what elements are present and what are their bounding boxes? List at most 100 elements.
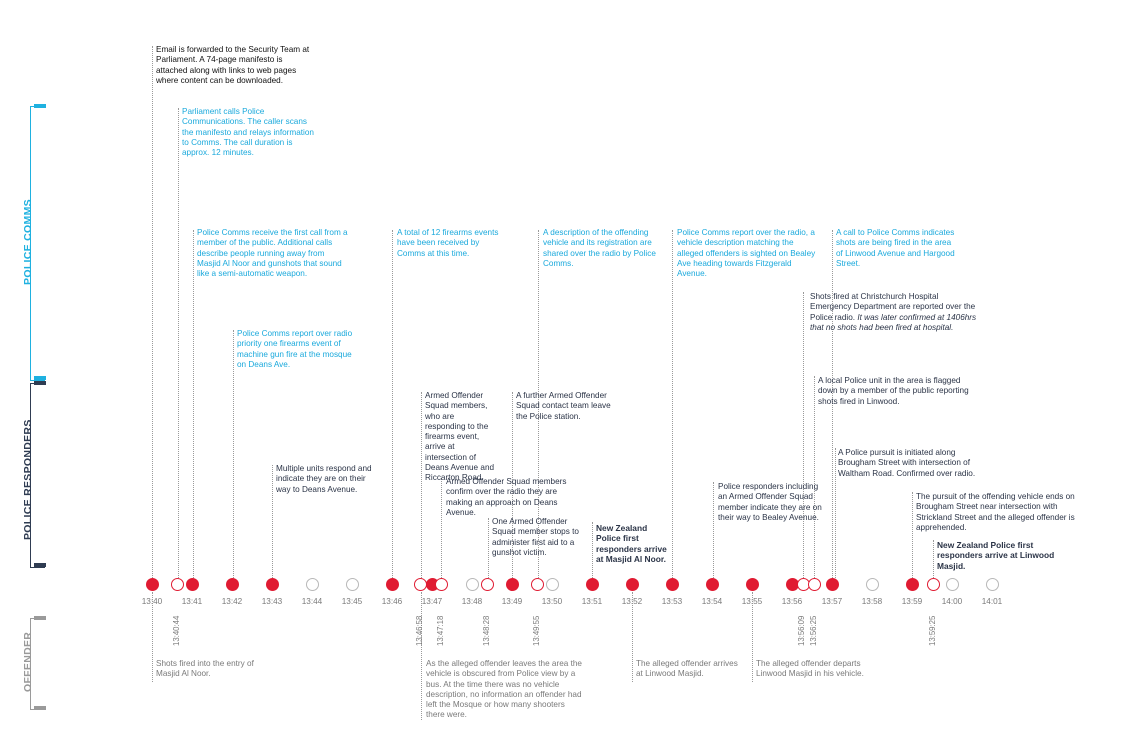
time-label: 13:56 — [781, 597, 803, 606]
leader-vehicle-desc — [538, 230, 539, 578]
leader-on-way-bealey — [713, 482, 714, 578]
leader-aos-team — [512, 392, 513, 578]
time-label-vertical: 13:59:25 — [928, 615, 937, 646]
leader-first-call — [193, 230, 194, 578]
time-label: 13:49 — [501, 597, 523, 606]
marker-1401 — [986, 578, 999, 591]
leader-arrives-linwood — [632, 592, 633, 682]
event-first-call: Police Comms receive the first call from… — [197, 228, 348, 279]
time-label: 13:41 — [181, 597, 203, 606]
marker-1358 — [866, 578, 879, 591]
time-label: 13:48 — [461, 597, 483, 606]
leader-first-responders-linwood — [933, 540, 934, 578]
event-aos-arrive: Armed Offender Squad members, who are re… — [425, 391, 495, 483]
event-call-linwood: A call to Police Comms indicates shots a… — [836, 228, 955, 268]
lane-label-police-responders: POLICE RESPONDERS — [22, 419, 34, 540]
event-pursuit-initiated: A Police pursuit is initiated along Brou… — [838, 448, 976, 478]
time-label: 13:55 — [741, 597, 763, 606]
leader-first-responders-noor — [592, 522, 593, 578]
time-label: 13:45 — [341, 597, 363, 606]
leader-parliament — [178, 108, 179, 578]
leader-local-unit — [814, 376, 815, 578]
marker-1355 — [746, 578, 759, 591]
event-first-responders-noor: New Zealand Police first responders arri… — [596, 523, 667, 564]
time-label: 13:57 — [821, 597, 843, 606]
event-aos-confirm: Armed Offender Squad members confirm ove… — [446, 477, 567, 517]
marker-1353 — [666, 578, 679, 591]
leader-bealey-sighted — [672, 230, 673, 578]
time-label: 13:42 — [221, 597, 243, 606]
event-aos-team-leave: A further Armed Offender Squad contact t… — [516, 391, 611, 421]
time-label: 13:54 — [701, 597, 723, 606]
time-label: 13:59 — [901, 597, 923, 606]
event-vehicle-description: A description of the offending vehicle a… — [543, 228, 656, 268]
lane-label-police-comms: POLICE COMMS — [22, 199, 34, 285]
marker-1350 — [546, 578, 559, 591]
marker-1342 — [226, 578, 239, 591]
marker-1340 — [146, 578, 159, 591]
leader-leaves-area — [421, 592, 422, 720]
event-aos-stops: One Armed Offender Squad member stops to… — [492, 517, 579, 557]
time-label: 13:43 — [261, 597, 283, 606]
marker-1351 — [586, 578, 599, 591]
marker-1341 — [186, 578, 199, 591]
time-label-vertical: 13:47:18 — [436, 615, 445, 646]
leader-aos-arrive — [421, 392, 422, 578]
leader-departs-linwood — [752, 592, 753, 682]
leader-pursuit-ends — [912, 492, 913, 578]
event-leaves-area: As the alleged offender leaves the area … — [426, 659, 582, 720]
marker-135625 — [808, 578, 821, 591]
time-label-vertical: 13:56:09 — [797, 615, 806, 646]
police-responders-bracket-top-marker — [34, 381, 46, 385]
event-twelve-events: A total of 12 firearms events have been … — [397, 228, 499, 258]
event-multiple-units: Multiple units respond and indicate they… — [276, 464, 372, 494]
event-departs-linwood: The alleged offender departs Linwood Mas… — [756, 659, 864, 679]
leader-machine-gun — [233, 330, 234, 578]
leader-call-linwood — [832, 230, 833, 578]
time-label-vertical: 13:46:58 — [415, 615, 424, 646]
marker-1359 — [906, 578, 919, 591]
event-on-way-bealey: Police responders including an Armed Off… — [718, 482, 822, 522]
time-label: 13:40 — [141, 597, 163, 606]
time-label-vertical: 13:49:55 — [532, 615, 541, 646]
marker-1400 — [946, 578, 959, 591]
event-local-unit: A local Police unit in the area is flagg… — [818, 376, 969, 406]
event-first-responders-linwood: New Zealand Police first responders arri… — [937, 540, 1055, 571]
marker-134044 — [171, 578, 184, 591]
time-label: 14:00 — [941, 597, 963, 606]
police-responders-bracket-bottom-marker — [34, 563, 46, 567]
event-hospital-text: Shots fired at Christchurch Hospital Eme… — [810, 292, 976, 322]
marker-1345 — [346, 578, 359, 591]
leader-shots-fired — [152, 592, 153, 682]
time-label-vertical: 13:40:44 — [172, 615, 181, 646]
offender-bracket-bottom-marker — [34, 706, 46, 710]
leader-aos-confirm — [441, 478, 442, 578]
offender-bracket-top-marker — [34, 616, 46, 620]
event-hospital: Shots fired at Christchurch Hospital Eme… — [810, 292, 978, 333]
marker-1346 — [386, 578, 399, 591]
leader-multiple-units — [272, 465, 273, 578]
time-label-vertical: 13:48:28 — [482, 615, 491, 646]
time-label: 13:46 — [381, 597, 403, 606]
marker-1357 — [826, 578, 839, 591]
event-hospital-italic: It was later confirmed at 1406hrs that n… — [810, 312, 977, 332]
marker-134955 — [531, 578, 544, 591]
time-label-vertical: 13:56:25 — [809, 615, 818, 646]
time-label: 13:44 — [301, 597, 323, 606]
leader-email — [152, 46, 153, 578]
police-comms-bracket-bottom-marker — [34, 376, 46, 380]
leader-aos-stops — [488, 518, 489, 578]
lane-label-offender: OFFENDER — [22, 631, 34, 692]
event-shots-fired: Shots fired into the entry of Masjid Al … — [156, 659, 254, 679]
event-machine-gun: Police Comms report over radio priority … — [237, 329, 353, 369]
marker-1354 — [706, 578, 719, 591]
marker-135925 — [927, 578, 940, 591]
event-pursuit-ends: The pursuit of the offending vehicle end… — [916, 492, 1075, 532]
time-label: 13:58 — [861, 597, 883, 606]
time-label: 13:52 — [621, 597, 643, 606]
time-label: 13:47 — [421, 597, 443, 606]
marker-1348 — [466, 578, 479, 591]
marker-1352 — [626, 578, 639, 591]
marker-1344 — [306, 578, 319, 591]
